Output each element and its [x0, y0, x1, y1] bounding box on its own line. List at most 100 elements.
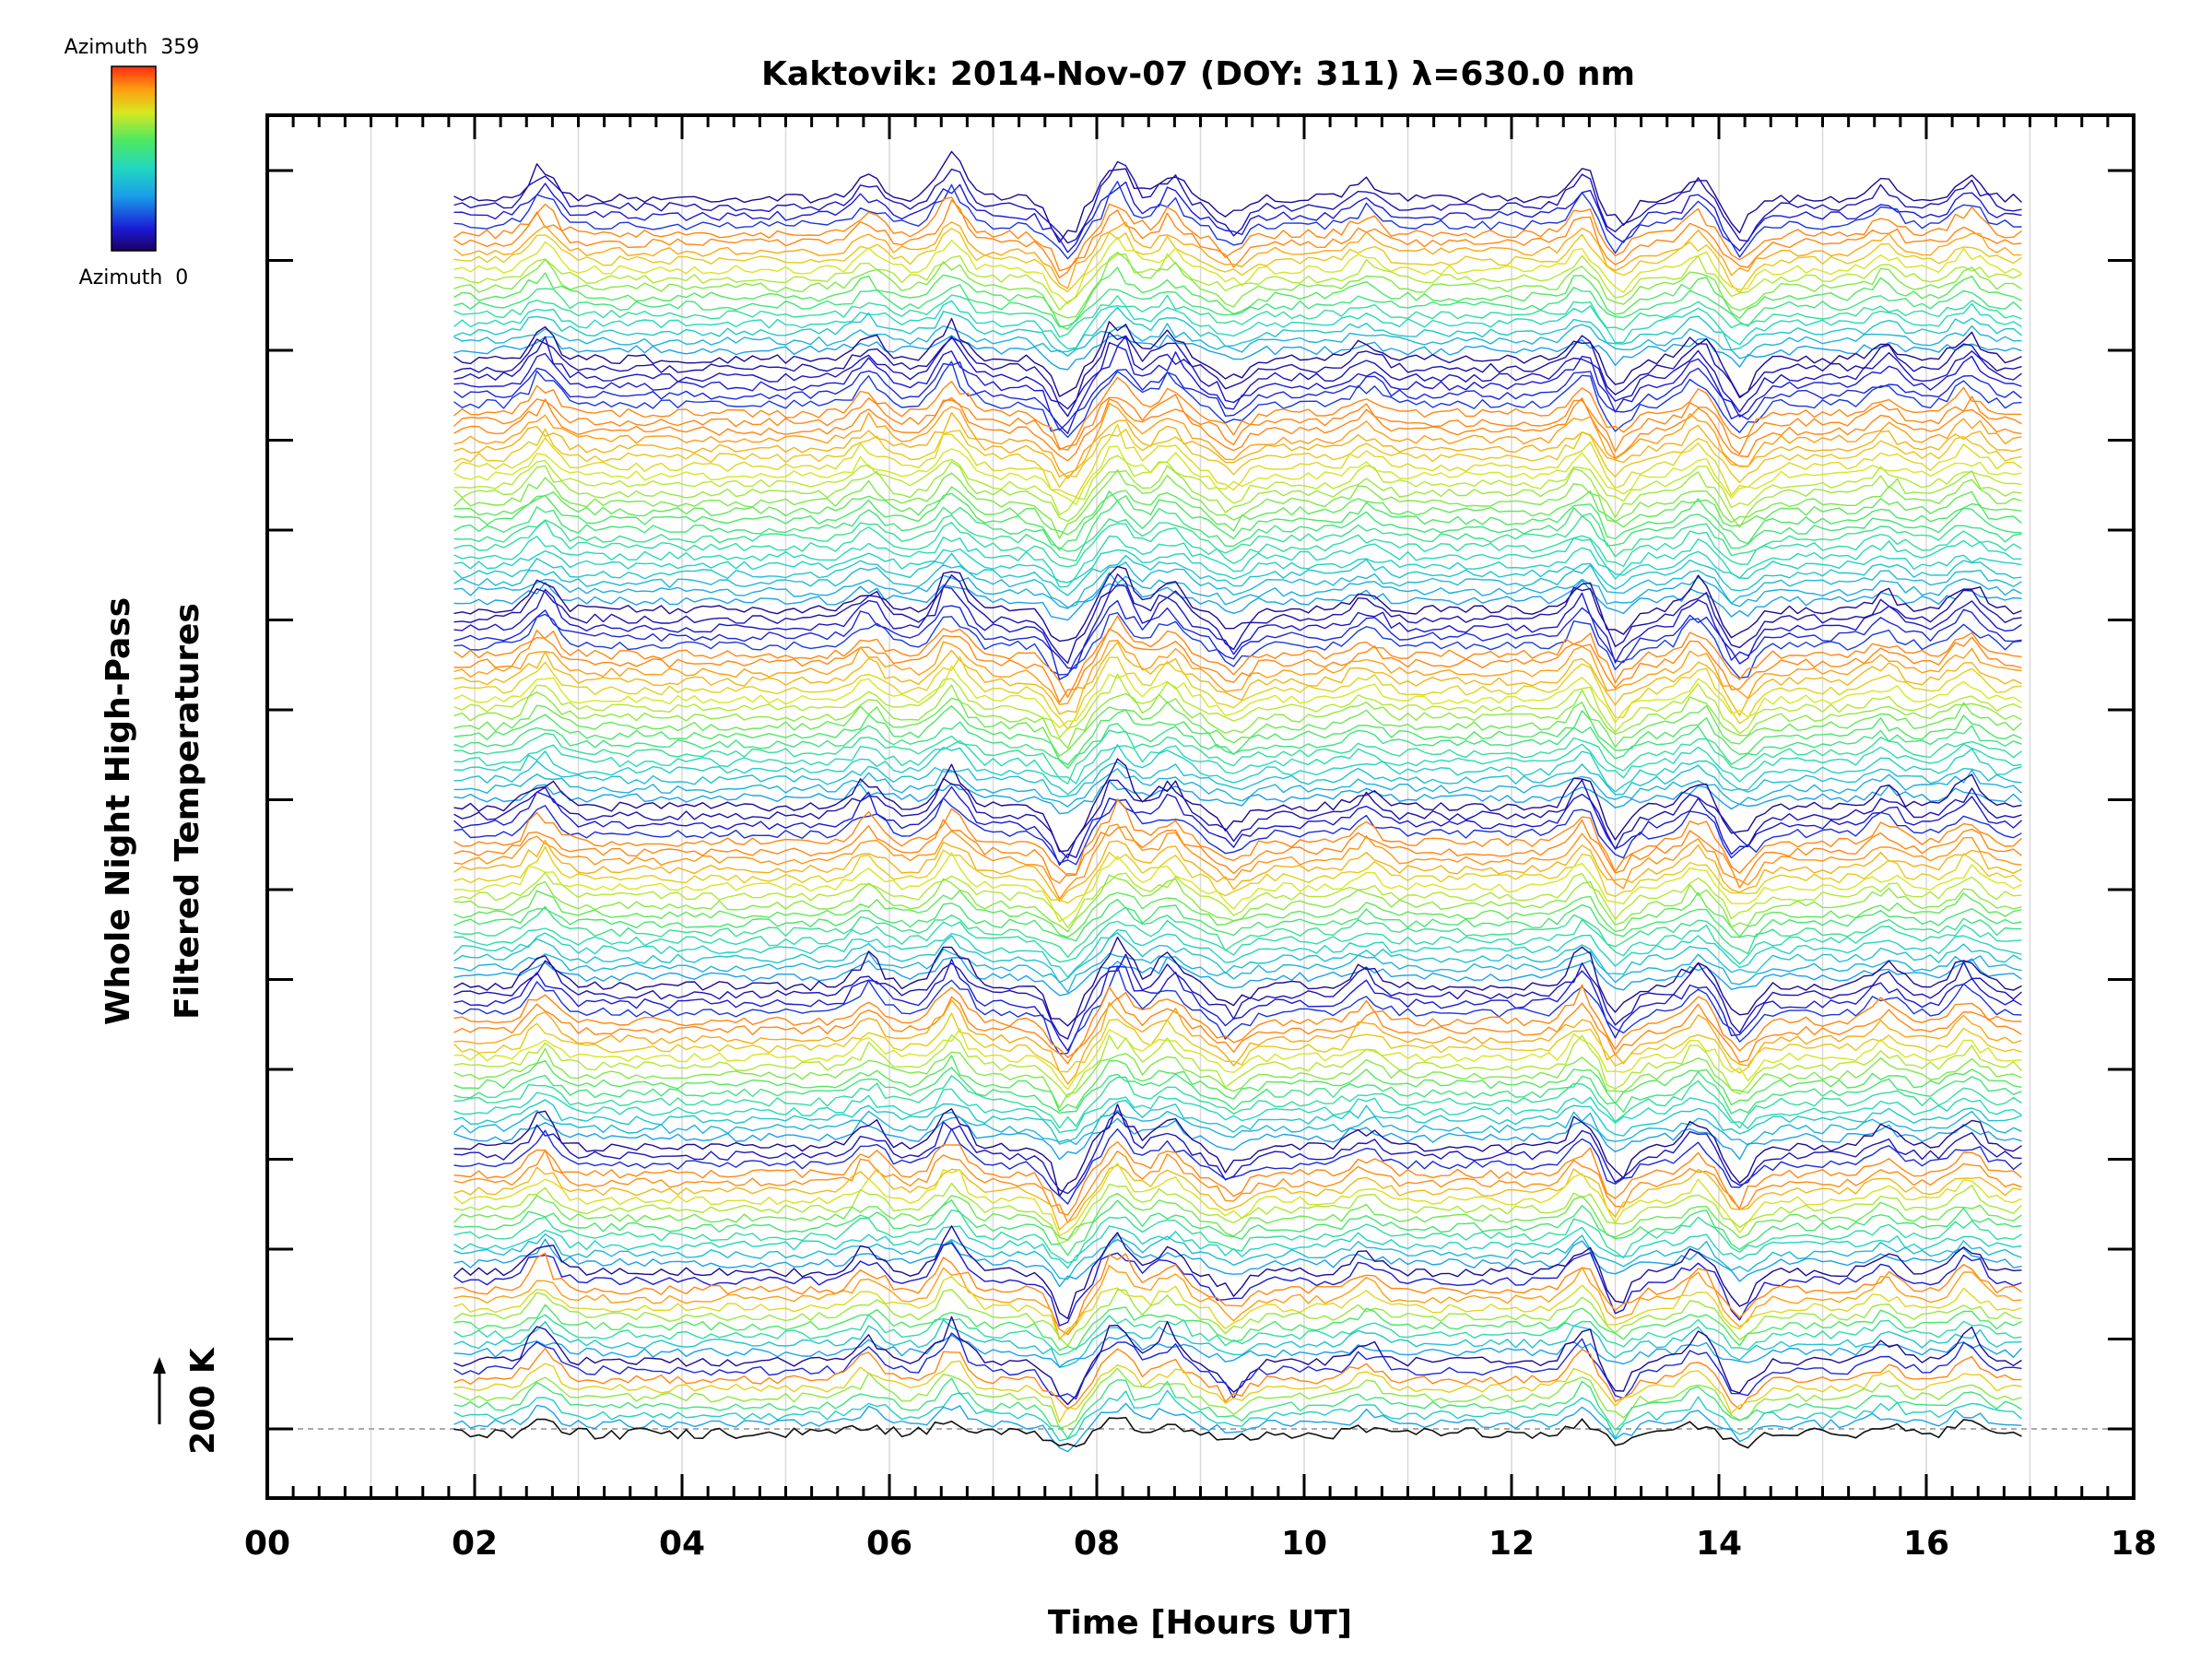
trace-line	[453, 445, 2022, 505]
trace-line	[453, 1304, 2022, 1351]
trace-line	[453, 599, 2022, 680]
trace-line	[453, 1252, 2022, 1336]
trace-line	[453, 758, 2022, 853]
trace-line	[453, 520, 2022, 568]
trace-line	[453, 905, 2022, 958]
trace-line	[453, 823, 2022, 900]
trace-line	[453, 1367, 2022, 1429]
trace-line	[453, 948, 2022, 994]
trace-line	[453, 1225, 2022, 1269]
trace-line	[453, 744, 2022, 796]
trace-line	[453, 1075, 2022, 1129]
axis-ticks	[265, 115, 2136, 1498]
trace-line	[453, 890, 2022, 938]
trace-line	[453, 535, 2022, 588]
trace-line	[453, 300, 2022, 349]
trace-line	[453, 628, 2022, 703]
trace-line	[453, 1033, 2023, 1099]
trace-line	[453, 199, 2022, 278]
trace-line	[453, 656, 2022, 730]
trace-line	[453, 819, 2022, 889]
trace-line	[453, 612, 2022, 679]
scale-indicator: 200 K	[153, 1347, 222, 1455]
trace-line	[453, 1099, 2022, 1145]
trace-line	[453, 1233, 2022, 1280]
trace-line	[453, 317, 2022, 398]
trace-line	[453, 1055, 2022, 1112]
trace-line	[453, 697, 2022, 757]
trace-line	[453, 798, 2022, 877]
trace-line	[453, 1402, 2022, 1453]
trace-line	[453, 331, 2022, 418]
trace-line	[453, 1332, 2022, 1400]
trace-line	[453, 615, 2022, 698]
y-axis-label-line1: Whole Night High-Pass	[100, 597, 137, 1025]
trace-line	[453, 1209, 2022, 1264]
x-tick-label: 02	[452, 1525, 498, 1563]
trace-line	[453, 797, 2022, 866]
trace-line	[453, 1314, 2022, 1356]
trace-line	[453, 928, 2022, 978]
trace-line	[453, 1088, 2022, 1133]
trace-line	[453, 346, 2022, 434]
trace-line	[453, 639, 2022, 705]
trace-line	[453, 428, 2022, 488]
trace-line	[453, 966, 2022, 1055]
trace-line	[453, 1389, 2022, 1442]
trace-line	[453, 221, 2022, 289]
trace-line	[453, 580, 2022, 621]
trace-line	[453, 1012, 2022, 1074]
trace-line	[453, 461, 2022, 528]
x-tick-label: 12	[1488, 1525, 1535, 1563]
trace-line	[453, 486, 2022, 536]
colorbar-top-label: Azimuth 359	[65, 36, 200, 59]
trace-line	[453, 1141, 2022, 1216]
x-tick-label: 14	[1696, 1525, 1742, 1563]
trace-line	[453, 1348, 2022, 1410]
trace-line	[453, 953, 2022, 1040]
trace-line	[453, 266, 2022, 330]
trace-line	[453, 1103, 2022, 1198]
trace-line	[453, 1162, 2022, 1237]
trace-line	[453, 196, 2022, 272]
trace-line	[453, 412, 2022, 478]
trace-line	[453, 1127, 2022, 1205]
trace-line	[453, 150, 2022, 243]
trace-line	[453, 572, 2022, 609]
trace-line	[453, 1149, 2022, 1224]
trace-lines	[453, 150, 2023, 1453]
trace-line	[453, 665, 2022, 728]
trace-line	[453, 1164, 2022, 1231]
trace-line	[453, 1067, 2022, 1115]
trace-line	[453, 236, 2022, 305]
trace-line	[453, 1360, 2022, 1423]
trace-line	[453, 785, 2022, 866]
trace-line	[453, 252, 2022, 319]
trace-line	[453, 1319, 2022, 1368]
trace-line	[453, 423, 2022, 498]
trace-line	[453, 360, 2022, 438]
trace-line	[453, 561, 2022, 608]
trace-line	[453, 1199, 2022, 1257]
trace-line	[453, 284, 2022, 328]
trace-line	[453, 1111, 2022, 1195]
x-tick-label: 18	[2111, 1525, 2157, 1563]
x-tick-label: 16	[1903, 1525, 1949, 1563]
colorbar-bottom-label: Azimuth 0	[79, 266, 189, 289]
trace-line	[453, 1276, 2022, 1341]
trace-line	[453, 996, 2022, 1065]
trace-line	[453, 1265, 2022, 1339]
trace-line	[453, 500, 2022, 552]
trace-line	[453, 160, 2022, 244]
trace-line	[453, 584, 2022, 669]
trace-line	[453, 1289, 2022, 1347]
trace-line	[453, 228, 2022, 294]
trace-line	[453, 181, 2022, 260]
trace-line	[453, 552, 2022, 596]
trace-line	[453, 1416, 2022, 1449]
x-tick-label: 00	[244, 1525, 290, 1563]
trace-line	[453, 1242, 2022, 1327]
trace-line	[453, 294, 2022, 338]
trace-line	[453, 181, 2022, 254]
